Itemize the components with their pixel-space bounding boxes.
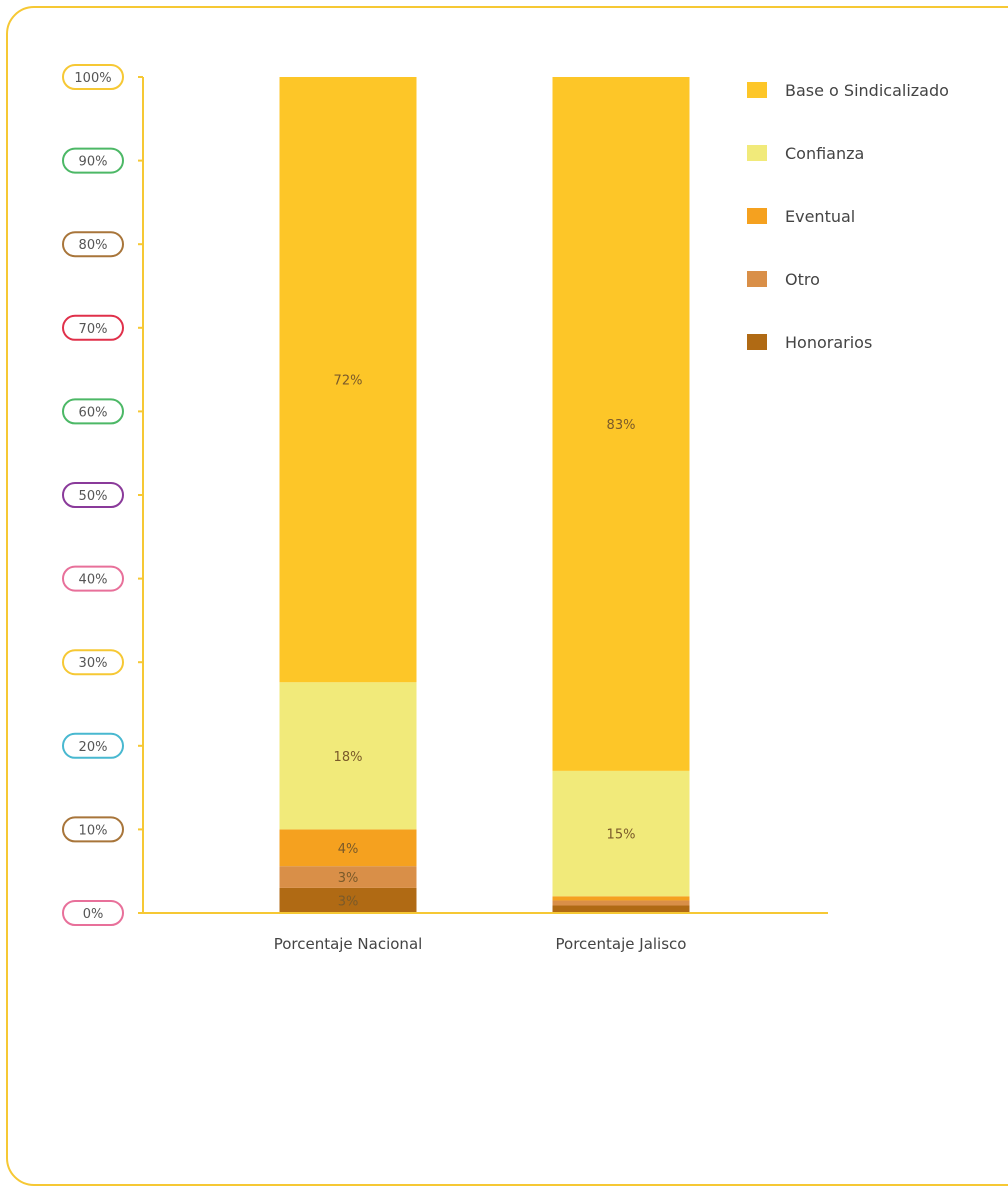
x-tick-label: Porcentaje Nacional [274, 935, 423, 953]
data-label: 15% [607, 828, 636, 843]
legend-swatch [747, 82, 767, 98]
y-tick-label: 80% [79, 238, 108, 253]
y-tick-pill [62, 231, 124, 258]
bar-segment-otro-1 [552, 900, 690, 906]
bar-segment-confianza-1 [552, 770, 690, 897]
bar-segment-eventual-0 [279, 829, 417, 867]
y-tick-label: 40% [79, 573, 108, 588]
y-tick-label: 0% [83, 907, 104, 922]
y-tick-pill [62, 816, 124, 843]
y-tick-pill [62, 64, 124, 90]
legend-item-label: Honorarios [785, 333, 872, 352]
data-label: 83% [607, 418, 636, 433]
data-label: 3% [338, 894, 359, 909]
y-tick-pill [62, 900, 124, 926]
x-tick-label: Porcentaje Jalisco [556, 935, 687, 953]
y-tick-pill [62, 314, 124, 341]
y-tick-label: 90% [79, 155, 108, 170]
legend-item-label: Eventual [785, 207, 855, 226]
bar-segment-eventual-1 [552, 896, 690, 901]
y-tick-label: 10% [79, 823, 108, 838]
bar-segment-honorarios-0 [279, 887, 417, 913]
bar-segment-otro-0 [279, 866, 417, 888]
y-tick-pill [62, 565, 124, 592]
bar-segment-base-o-sindicalizado-0 [279, 77, 417, 683]
bar-segment-honorarios-1 [552, 905, 690, 913]
legend-swatch [747, 271, 767, 287]
y-tick-pill [62, 147, 124, 174]
bar-segment-base-o-sindicalizado-1 [552, 77, 690, 771]
legend-item-label: Base o Sindicalizado [785, 81, 949, 100]
legend-swatch [747, 208, 767, 224]
legend-swatch [747, 145, 767, 161]
y-tick-label: 20% [79, 740, 108, 755]
data-label: 4% [338, 842, 359, 857]
legend-item-label: Confianza [785, 144, 864, 163]
y-tick-pill [62, 649, 124, 676]
y-tick-label: 60% [79, 405, 108, 420]
y-tick-pill [62, 482, 124, 508]
y-tick-label: 30% [79, 656, 108, 671]
data-label: 3% [338, 871, 359, 886]
bar-segment-confianza-0 [279, 682, 417, 830]
y-tick-label: 70% [79, 322, 108, 337]
y-tick-pill [62, 398, 124, 425]
y-tick-pill [62, 732, 124, 759]
legend-swatch [747, 334, 767, 350]
y-tick-label: 50% [79, 489, 108, 504]
legend-item-label: Otro [785, 270, 820, 289]
data-label: 18% [334, 750, 363, 765]
chart-frame [6, 6, 1008, 1186]
data-label: 72% [334, 374, 363, 389]
y-tick-label: 100% [74, 71, 111, 86]
